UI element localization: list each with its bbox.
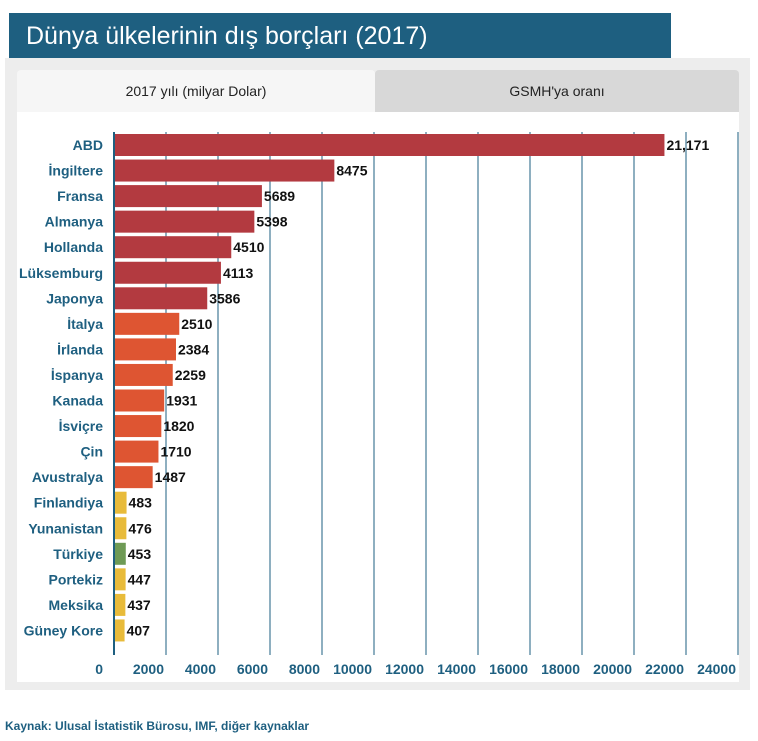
value-label: 453 xyxy=(128,546,152,562)
value-label: 21,171 xyxy=(666,137,709,153)
value-label: 5689 xyxy=(264,188,295,204)
bar xyxy=(114,517,127,540)
tick-label: 24000 xyxy=(697,661,736,677)
bar xyxy=(114,210,255,233)
bar xyxy=(114,593,126,616)
tick-label: 4000 xyxy=(185,661,216,677)
tab-gdp-ratio[interactable]: GSMH'ya oranı xyxy=(375,70,739,112)
bar xyxy=(114,363,173,386)
bar xyxy=(114,568,126,591)
bar xyxy=(114,159,335,182)
category-label: İtalya xyxy=(67,316,103,332)
value-label: 2384 xyxy=(178,341,209,357)
value-label: 2259 xyxy=(175,367,206,383)
tick-label: 8000 xyxy=(289,661,320,677)
tick-label: 16000 xyxy=(489,661,528,677)
value-label: 1931 xyxy=(166,393,197,409)
tick-label: 6000 xyxy=(237,661,268,677)
title-bar: Dünya ülkelerinin dış borçları (2017) xyxy=(9,13,671,58)
category-label: ABD xyxy=(73,137,103,153)
tick-label: 12000 xyxy=(385,661,424,677)
value-label: 3586 xyxy=(209,290,240,306)
bar xyxy=(114,491,127,514)
bar xyxy=(114,619,125,642)
source-note: Kaynak: Ulusal İstatistik Bürosu, IMF, d… xyxy=(5,719,310,733)
category-label: Fransa xyxy=(57,188,103,204)
tick-label: 10000 xyxy=(333,661,372,677)
bar xyxy=(114,389,165,412)
category-label: Finlandiya xyxy=(34,495,103,511)
category-label: Lüksemburg xyxy=(19,265,103,281)
category-label: Meksika xyxy=(49,597,104,613)
value-label: 483 xyxy=(129,495,153,511)
category-label: İspanya xyxy=(51,367,103,383)
tick-label: 14000 xyxy=(437,661,476,677)
category-label: Güney Kore xyxy=(24,622,104,638)
value-label: 2510 xyxy=(181,316,212,332)
category-label: Avustralya xyxy=(32,469,103,485)
bar xyxy=(114,134,665,156)
tab-2017-billion-dollars[interactable]: 2017 yılı (milyar Dolar) xyxy=(17,70,375,112)
category-label: Japonya xyxy=(46,290,103,306)
value-label: 1487 xyxy=(155,469,186,485)
tick-label: 2000 xyxy=(133,661,164,677)
tick-label: 22000 xyxy=(645,661,684,677)
value-label: 4510 xyxy=(233,239,264,255)
category-label: Hollanda xyxy=(44,239,103,255)
value-label: 5398 xyxy=(256,214,287,230)
category-label: Kanada xyxy=(52,393,103,409)
tick-label: 18000 xyxy=(541,661,580,677)
category-label: Yunanistan xyxy=(28,520,103,536)
value-label: 476 xyxy=(128,520,152,536)
category-label: İsviçre xyxy=(59,418,104,434)
value-label: 437 xyxy=(127,597,151,613)
bar xyxy=(114,338,176,361)
page-title: Dünya ülkelerinin dış borçları (2017) xyxy=(26,22,428,50)
tick-label: 0 xyxy=(95,661,103,677)
category-label: Türkiye xyxy=(53,546,103,562)
bar xyxy=(114,415,162,438)
value-label: 1710 xyxy=(160,444,191,460)
bar xyxy=(114,440,159,463)
category-label: Çin xyxy=(80,444,103,460)
bar xyxy=(114,312,180,335)
category-label: İngiltere xyxy=(49,163,104,179)
bar xyxy=(114,261,221,284)
category-label: Portekiz xyxy=(49,571,103,587)
value-label: 1820 xyxy=(163,418,194,434)
bar xyxy=(114,542,126,565)
tick-label: 20000 xyxy=(593,661,632,677)
value-label: 8475 xyxy=(336,163,367,179)
category-label: İrlanda xyxy=(57,341,103,357)
bar xyxy=(114,185,262,208)
category-label: Almanya xyxy=(45,214,104,230)
bar xyxy=(114,287,208,310)
bar xyxy=(114,466,153,489)
value-label: 447 xyxy=(128,571,152,587)
bar xyxy=(114,236,232,259)
value-label: 407 xyxy=(127,622,151,638)
value-label: 4113 xyxy=(223,265,254,281)
